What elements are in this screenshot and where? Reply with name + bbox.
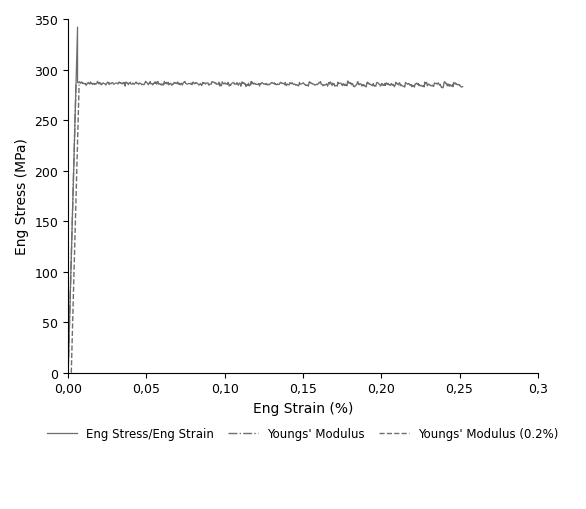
Line: Eng Stress/Eng Strain: Eng Stress/Eng Strain: [68, 28, 463, 373]
Eng Stress/Eng Strain: [140, 82, 147, 89]
Eng Stress/Eng Strain: [74, 25, 81, 31]
Eng Stress/Eng Strain: [67, 270, 74, 276]
Legend: Eng Stress/Eng Strain, Youngs' Modulus, Youngs' Modulus (0.2%): Eng Stress/Eng Strain, Youngs' Modulus, …: [43, 422, 563, 445]
Eng Stress/Eng Strain: [203, 81, 210, 87]
Eng Stress/Eng Strain: [459, 84, 466, 91]
Eng Stress/Eng Strain: [458, 84, 465, 91]
X-axis label: Eng Strain (%): Eng Strain (%): [253, 401, 353, 415]
Eng Stress/Eng Strain: [90, 81, 97, 87]
Eng Stress/Eng Strain: [64, 370, 71, 376]
Y-axis label: Eng Stress (MPa): Eng Stress (MPa): [15, 138, 29, 255]
Eng Stress/Eng Strain: [286, 80, 293, 87]
